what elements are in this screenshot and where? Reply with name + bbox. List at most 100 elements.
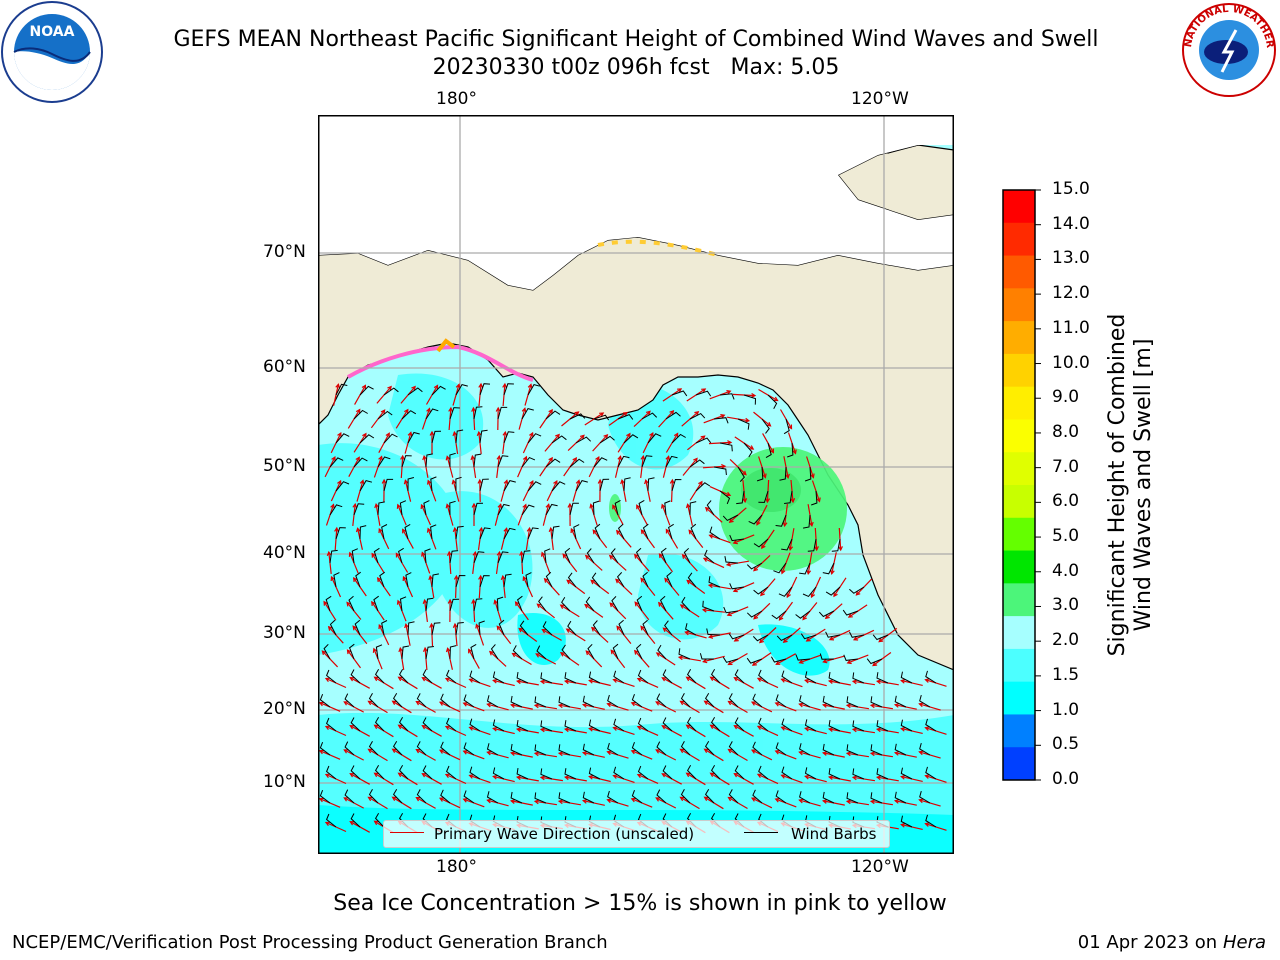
wave-direction-arrowhead bbox=[495, 406, 501, 412]
wind-barb bbox=[449, 598, 460, 612]
wave-direction-arrowhead bbox=[673, 432, 679, 438]
colorbar-tick-label: 15.0 bbox=[1052, 179, 1090, 199]
wave-direction-arrowhead bbox=[872, 661, 878, 667]
wave-direction-arrowhead bbox=[814, 546, 819, 552]
wind-barb bbox=[925, 670, 937, 684]
wave-direction-arrowhead bbox=[352, 576, 358, 582]
footer-left: NCEP/EMC/Verification Post Processing Pr… bbox=[12, 932, 608, 953]
wind-barb bbox=[724, 556, 739, 564]
wind-barb bbox=[722, 514, 739, 522]
wind-barb bbox=[373, 547, 380, 564]
wind-barb bbox=[455, 622, 464, 636]
noaa-logo: NOAA bbox=[0, 0, 104, 104]
wave-direction-arrowhead bbox=[798, 798, 804, 804]
wave-direction-arrowhead bbox=[630, 797, 636, 803]
wave-direction-arrowhead bbox=[565, 628, 571, 633]
lat-label-20n: 20°N bbox=[263, 699, 306, 719]
wave-direction-arrowhead bbox=[433, 384, 439, 390]
wind-barb bbox=[686, 765, 697, 780]
wind-barb bbox=[325, 669, 337, 684]
colorbar-cell bbox=[1003, 517, 1035, 552]
wind-barb bbox=[558, 744, 571, 756]
wave-direction-arrowhead bbox=[361, 384, 366, 390]
wave-direction-arrowhead bbox=[385, 432, 390, 438]
wave-direction-arrowhead bbox=[821, 751, 828, 756]
wind-barb bbox=[503, 573, 512, 588]
wind-barb bbox=[407, 431, 420, 444]
wave-direction-arrowhead bbox=[701, 607, 708, 613]
wave-direction-arrowhead bbox=[684, 630, 690, 636]
wave-direction-arrowhead bbox=[557, 751, 564, 757]
wave-direction-arrowhead bbox=[702, 658, 708, 664]
wind-barb bbox=[666, 571, 673, 588]
wind-barb bbox=[538, 596, 547, 612]
wave-direction-arrowhead bbox=[615, 529, 621, 535]
wave-direction-arrowhead bbox=[470, 454, 476, 461]
wave-direction-arrowhead bbox=[526, 526, 532, 533]
wave-direction-arrowhead bbox=[900, 774, 906, 780]
wind-barb bbox=[662, 669, 673, 684]
wave-direction-arrowhead bbox=[681, 553, 687, 559]
wave-direction-arrowhead bbox=[599, 412, 605, 417]
wind-barb bbox=[575, 480, 588, 492]
wind-barb bbox=[486, 695, 499, 708]
wind-barb bbox=[752, 741, 763, 756]
wave-direction-arrowhead bbox=[355, 456, 360, 462]
wave-direction-arrowhead bbox=[529, 431, 534, 438]
wind-barb bbox=[399, 596, 407, 612]
wind-barb bbox=[900, 719, 913, 732]
wind-barb bbox=[374, 812, 385, 828]
wave-direction-arrowhead bbox=[468, 648, 473, 654]
wave-direction-arrowhead bbox=[762, 473, 767, 479]
wave-direction-arrowhead bbox=[348, 551, 354, 557]
wave-direction-arrowhead bbox=[708, 534, 714, 539]
wind-barb bbox=[765, 442, 772, 459]
wind-barb bbox=[542, 621, 553, 636]
wave-direction-arrowhead bbox=[397, 772, 403, 778]
wind-barb bbox=[510, 743, 523, 756]
wave-direction-arrowhead bbox=[810, 473, 815, 479]
wave-direction-arrowhead bbox=[349, 725, 355, 730]
wind-barb bbox=[573, 524, 580, 540]
wind-barb bbox=[668, 523, 674, 540]
wind-barb bbox=[479, 527, 491, 540]
wave-direction-arrowhead bbox=[376, 576, 382, 582]
wave-direction-arrowhead bbox=[669, 478, 675, 484]
wind-barb bbox=[706, 500, 715, 516]
wind-barb bbox=[710, 764, 721, 780]
wind-barb bbox=[470, 643, 477, 660]
wave-direction-arrowhead bbox=[661, 677, 667, 682]
wave-direction-arrowhead bbox=[612, 774, 618, 779]
wave-direction-arrowhead bbox=[661, 725, 667, 730]
wind-barb bbox=[665, 411, 681, 420]
wave-direction-arrowhead bbox=[727, 440, 733, 446]
wave-direction-arrowhead bbox=[502, 382, 508, 388]
wind-barb bbox=[368, 789, 379, 804]
wave-direction-arrowhead bbox=[636, 504, 641, 510]
wave-direction-arrowhead bbox=[805, 637, 811, 642]
wave-direction-arrowhead bbox=[496, 454, 502, 461]
wind-barb bbox=[455, 429, 464, 444]
wind-barb bbox=[900, 671, 913, 684]
wave-direction-arrowhead bbox=[397, 724, 403, 730]
lon-label-top-180: 180° bbox=[436, 89, 477, 109]
wind-barb bbox=[375, 644, 383, 660]
wind-barb bbox=[775, 742, 787, 756]
wind-barb bbox=[473, 598, 483, 612]
wave-direction-arrowhead bbox=[334, 526, 339, 532]
wave-direction-arrowhead bbox=[612, 504, 617, 510]
wave-direction-arrowhead bbox=[782, 521, 788, 528]
wave-direction-arrowhead bbox=[452, 622, 458, 628]
wind-barb bbox=[353, 457, 368, 468]
wind-barb-legend-label: Wind Barbs bbox=[791, 825, 877, 843]
wave-direction-arrowhead bbox=[610, 649, 616, 655]
wave-direction-arrowhead bbox=[780, 774, 786, 779]
wind-barb bbox=[534, 792, 547, 804]
wind-barb bbox=[683, 547, 691, 564]
wind-barb bbox=[680, 741, 691, 756]
wind-barb bbox=[479, 383, 491, 396]
wind-barb bbox=[656, 693, 667, 708]
wave-direction-arrowhead bbox=[875, 727, 882, 733]
wind-barb bbox=[521, 408, 534, 420]
wave-direction-arrowhead bbox=[726, 491, 732, 497]
